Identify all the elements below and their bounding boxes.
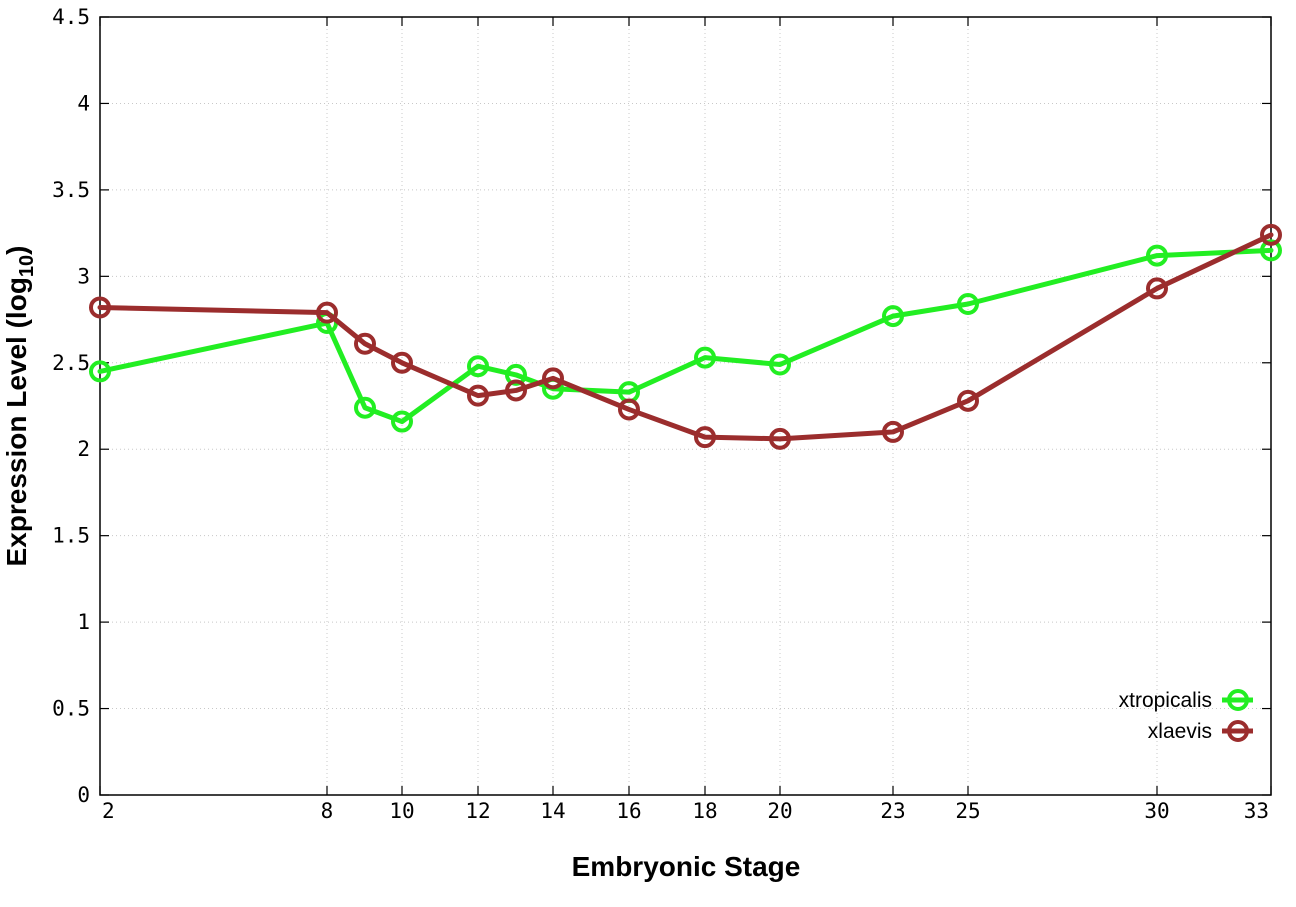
data-point-xtropicalis — [694, 346, 716, 369]
data-point-xlaevis — [694, 426, 716, 449]
plot-frame — [99, 16, 1272, 796]
data-point-xlaevis — [957, 389, 979, 412]
x-tick-label: 20 — [767, 799, 792, 823]
y-tick-label: 3 — [77, 264, 90, 288]
y-tick-label: 0 — [77, 783, 90, 807]
data-point-xlaevis — [89, 296, 111, 319]
y-tick-label: 1 — [77, 610, 90, 634]
data-point-xlaevis — [882, 420, 904, 443]
data-point-xlaevis — [391, 351, 413, 374]
data-point-xtropicalis — [89, 360, 111, 383]
y-axis-title-close: ) — [1, 246, 32, 255]
data-point-xlaevis — [769, 427, 791, 450]
legend-label-xlaevis: xlaevis — [1148, 720, 1212, 743]
data-point-xtropicalis — [505, 363, 527, 386]
data-point-xtropicalis — [769, 353, 791, 376]
data-point-xlaevis — [505, 379, 527, 402]
data-point-xlaevis — [1146, 277, 1168, 300]
data-point-xlaevis — [1260, 223, 1282, 246]
y-tick-label: 4.5 — [52, 5, 90, 29]
data-point-xtropicalis — [1260, 239, 1282, 262]
data-point-xlaevis — [316, 301, 338, 324]
y-tick-label: 2 — [77, 437, 90, 461]
data-point-xlaevis — [542, 367, 564, 390]
series-xlaevis — [89, 223, 1282, 450]
data-point-xtropicalis — [391, 410, 413, 433]
y-tick-label: 1.5 — [52, 524, 90, 548]
data-point-xtropicalis — [467, 355, 489, 378]
x-tick-label: 16 — [616, 799, 641, 823]
data-point-xtropicalis — [957, 292, 979, 315]
series-line-xlaevis — [97, 232, 1274, 442]
legend-label-xtropicalis: xtropicalis — [1119, 689, 1212, 712]
x-tick-label: 33 — [1244, 799, 1269, 823]
data-point-xtropicalis — [882, 305, 904, 328]
data-point-xlaevis — [618, 398, 640, 421]
x-tick-label: 30 — [1144, 799, 1169, 823]
x-tick-label: 14 — [540, 799, 565, 823]
x-tick-label: 10 — [389, 799, 414, 823]
data-point-xtropicalis — [354, 396, 376, 419]
data-point-xtropicalis — [1146, 244, 1168, 267]
y-axis-title-main: Expression Level (log — [1, 277, 32, 566]
x-tick-label: 23 — [880, 799, 905, 823]
x-tick-label: 12 — [465, 799, 490, 823]
y-axis-title-subscript: 10 — [16, 255, 38, 277]
x-axis-title: Embryonic Stage — [572, 851, 801, 882]
y-tick-label: 2.5 — [52, 351, 90, 375]
legend-swatch-marker-xtropicalis — [1227, 689, 1249, 711]
y-axis-title: Expression Level (log10) — [1, 246, 38, 567]
data-point-xlaevis — [354, 332, 376, 355]
legend-swatch-marker-xlaevis — [1227, 720, 1249, 742]
series-line-xtropicalis — [97, 247, 1274, 425]
y-tick-label: 0.5 — [52, 697, 90, 721]
y-tick-label: 3.5 — [52, 178, 90, 202]
y-tick-label: 4 — [77, 91, 90, 115]
x-tick-label: 18 — [692, 799, 717, 823]
legend: xtropicalis xlaevis — [1119, 689, 1253, 743]
grid-lines — [100, 17, 1271, 795]
series-xtropicalis — [89, 239, 1282, 433]
x-tick-label: 2 — [102, 799, 115, 823]
axis-ticks: 0 0.5 1 1.5 2 2.5 3 3.5 4 4.5 2 8 10 12 14 16 18 20 23 25 30… — [52, 5, 1272, 823]
x-tick-label: 25 — [955, 799, 980, 823]
x-tick-label: 8 — [321, 799, 334, 823]
data-point-xlaevis — [467, 384, 489, 407]
series-layer — [89, 223, 1282, 450]
